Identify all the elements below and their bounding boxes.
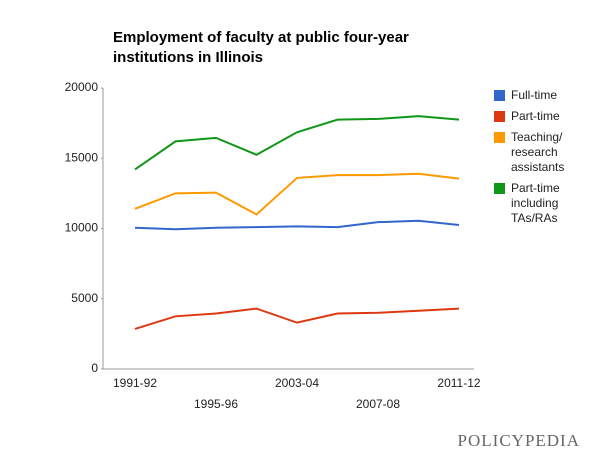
y-tick-label: 10000 (65, 221, 99, 235)
legend-swatch (494, 183, 505, 194)
y-tick-label: 0 (91, 361, 98, 375)
legend-swatch (494, 90, 505, 101)
legend-item: Teaching/ research assistants (494, 130, 581, 175)
legend-item: Part-time (494, 109, 581, 124)
legend-item: Part-time including TAs/RAs (494, 181, 581, 226)
legend-label: Part-time including TAs/RAs (511, 181, 560, 225)
legend-swatch (494, 111, 505, 122)
y-tick-label: 15000 (65, 150, 99, 164)
chart-title: Employment of faculty at public four-yea… (113, 29, 409, 66)
series-line (134, 219, 460, 231)
x-tick-label: 1995-96 (194, 397, 238, 411)
legend-item: Full-time (494, 88, 581, 103)
legend-label: Part-time (511, 109, 560, 123)
legend-label: Teaching/ research assistants (511, 130, 565, 174)
legend-label: Full-time (511, 88, 558, 102)
x-tick-label: 2011-12 (437, 376, 480, 390)
x-tick-label: 2003-04 (275, 376, 319, 390)
x-tick-label: 1991-92 (113, 376, 157, 390)
logo: POLICYPEDIA (457, 431, 580, 450)
legend-swatch (494, 132, 505, 143)
series-line (134, 115, 460, 171)
series-line (134, 307, 460, 330)
y-tick-label: 20000 (65, 80, 99, 94)
series-line (134, 172, 460, 216)
x-tick-label: 2007-08 (356, 397, 400, 411)
y-tick-label: 5000 (71, 291, 98, 305)
